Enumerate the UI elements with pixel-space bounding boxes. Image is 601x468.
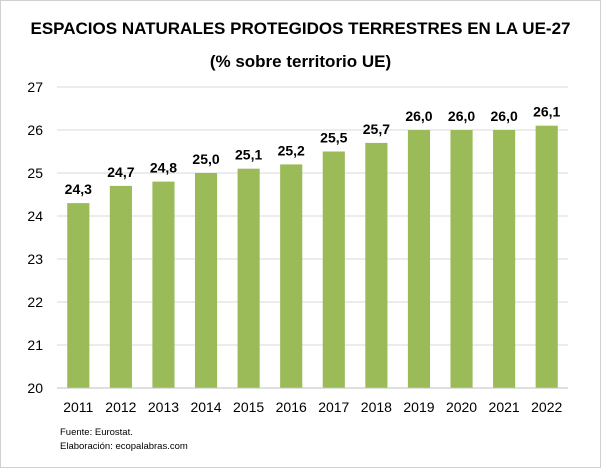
bar-2013 xyxy=(152,181,175,388)
bar-2021 xyxy=(493,130,516,388)
data-label: 26,1 xyxy=(533,104,560,120)
bar-2015 xyxy=(237,168,260,388)
y-axis-ticks: 20 21 22 23 24 25 26 27 xyxy=(27,79,43,396)
x-axis-ticks: 2011 2012 2013 2014 2015 2016 2017 2018 2019 2020… xyxy=(63,399,562,415)
source-note: Fuente: Eurostat. xyxy=(60,427,133,438)
chart-subtitle: (% sobre territorio UE) xyxy=(209,52,392,71)
bar-2019 xyxy=(407,130,431,388)
credit-note: Elaboración: ecopalabras.com xyxy=(60,441,188,452)
y-tick-label: 26 xyxy=(27,122,43,138)
x-tick-label: 2019 xyxy=(403,399,434,415)
x-tick-label: 2018 xyxy=(361,399,392,415)
data-label: 24,8 xyxy=(150,160,177,176)
data-label: 26,0 xyxy=(448,108,475,124)
y-tick-label: 24 xyxy=(27,208,43,224)
x-tick-label: 2013 xyxy=(148,399,179,415)
x-tick-label: 2016 xyxy=(276,399,307,415)
bar-2011 xyxy=(67,203,90,388)
data-label: 25,0 xyxy=(192,151,219,167)
bar-2017 xyxy=(322,151,345,388)
x-tick-label: 2020 xyxy=(446,399,477,415)
y-tick-label: 22 xyxy=(27,294,43,310)
x-tick-label: 2015 xyxy=(233,399,264,415)
data-label: 25,7 xyxy=(363,121,390,137)
y-tick-label: 27 xyxy=(27,79,43,95)
data-label: 24,7 xyxy=(107,164,134,180)
bar-2016 xyxy=(280,164,303,388)
y-tick-label: 25 xyxy=(27,165,43,181)
data-label: 24,3 xyxy=(65,181,92,197)
bar-2012 xyxy=(109,185,132,388)
bar-2022 xyxy=(535,125,558,388)
y-tick-label: 20 xyxy=(27,380,43,396)
x-tick-label: 2012 xyxy=(105,399,136,415)
bars xyxy=(67,125,558,388)
x-tick-label: 2021 xyxy=(489,399,520,415)
chart-title: ESPACIOS NATURALES PROTEGIDOS TERRESTRES… xyxy=(30,19,571,38)
x-tick-label: 2011 xyxy=(63,399,93,415)
y-tick-label: 21 xyxy=(27,337,43,353)
data-labels: 24,3 24,7 24,8 25,0 25,1 25,2 25,5 25,7 26,0 26,0… xyxy=(65,104,561,197)
x-tick-label: 2022 xyxy=(531,399,562,415)
data-label: 25,5 xyxy=(320,130,347,146)
gridlines xyxy=(57,86,568,346)
data-label: 25,1 xyxy=(235,147,262,163)
data-label: 26,0 xyxy=(491,108,518,124)
bar-2020 xyxy=(450,130,473,388)
x-tick-label: 2017 xyxy=(318,399,349,415)
data-label: 25,2 xyxy=(278,142,305,158)
x-tick-label: 2014 xyxy=(190,399,221,415)
y-tick-label: 23 xyxy=(27,251,43,267)
bar-2018 xyxy=(365,142,388,388)
data-label: 26,0 xyxy=(405,108,432,124)
bar-2014 xyxy=(194,173,218,388)
